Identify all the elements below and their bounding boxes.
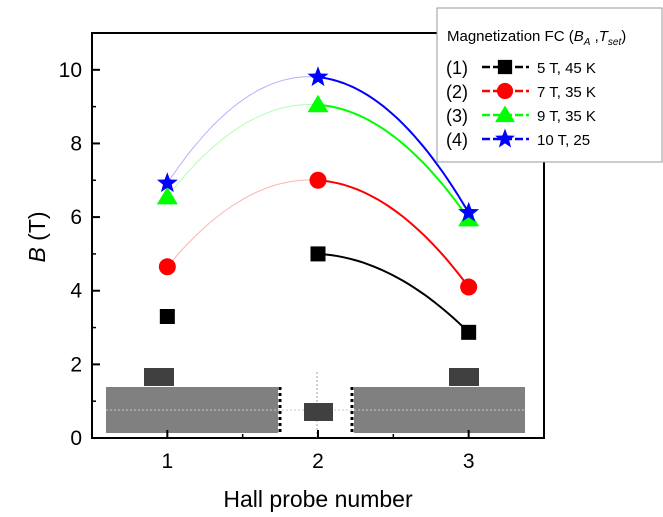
series-curve: [317, 179, 470, 288]
data-point-circle: [309, 171, 327, 189]
data-point-star: [458, 201, 480, 222]
legend-index: (1): [446, 58, 468, 78]
x-tick-label: 3: [463, 450, 475, 473]
series-curve-faint: [166, 104, 319, 198]
hall-probe-2: [304, 403, 333, 421]
data-point-square: [159, 309, 175, 324]
x-tick-label: 2: [312, 450, 324, 473]
legend-label: 5 T, 45 K: [537, 60, 596, 77]
legend-index: (3): [446, 106, 468, 126]
legend-title: Magnetization FC (BA ,Tset): [447, 28, 626, 48]
y-tick-label: 6: [70, 206, 82, 229]
legend-box: [436, 7, 663, 163]
series-curve: [317, 252, 470, 334]
y-tick-label: 8: [70, 132, 82, 155]
legend-label: 10 T, 25: [537, 132, 590, 149]
legend: Magnetization FC (BA ,Tset) (1) 5 T, 45 K…: [436, 7, 663, 163]
hall-probe-1: [144, 368, 174, 386]
hall-probe-3: [449, 368, 479, 386]
data-point-triangle: [156, 186, 178, 205]
legend-index: (2): [446, 82, 468, 102]
series-markers: [156, 66, 480, 340]
legend-entries: (1) 5 T, 45 K (2) 7 T, 35 K (3) 9 T, 35 K (4) 1…: [446, 58, 596, 150]
legend-marker-star: [495, 128, 515, 148]
legend-label: 7 T, 35 K: [537, 84, 596, 101]
series-curve-faint: [166, 179, 319, 268]
data-point-triangle: [307, 94, 329, 113]
sample-schematic: [106, 368, 525, 438]
data-point-circle: [460, 278, 478, 296]
x-axis-title: Hall probe number: [223, 486, 413, 512]
y-axis-title-symbol: B: [24, 247, 50, 262]
series-curve: [317, 76, 470, 214]
legend-marker-square: [497, 59, 513, 75]
y-tick-label: 0: [70, 427, 82, 450]
data-point-square: [310, 246, 326, 262]
legend-label: 9 T, 35 K: [537, 108, 596, 125]
data-point-circle: [158, 258, 176, 276]
y-tick-label: 4: [70, 280, 82, 303]
y-tick-label: 10: [59, 59, 82, 82]
data-point-star: [156, 172, 178, 193]
series-curve: [317, 103, 470, 220]
x-tick-label: 1: [161, 450, 173, 473]
legend-marker-circle: [496, 82, 514, 100]
legend-marker-triangle: [495, 105, 515, 123]
series-curve-faint: [166, 76, 319, 184]
series-curves: [166, 76, 470, 334]
y-axis-title: B (T): [24, 211, 50, 262]
data-point-triangle: [458, 208, 480, 227]
data-point-star: [307, 66, 329, 87]
legend-index: (4): [446, 130, 468, 150]
y-tick-label: 2: [70, 353, 82, 376]
data-point-square: [461, 324, 477, 340]
y-axis-title-unit: (T): [24, 211, 50, 247]
